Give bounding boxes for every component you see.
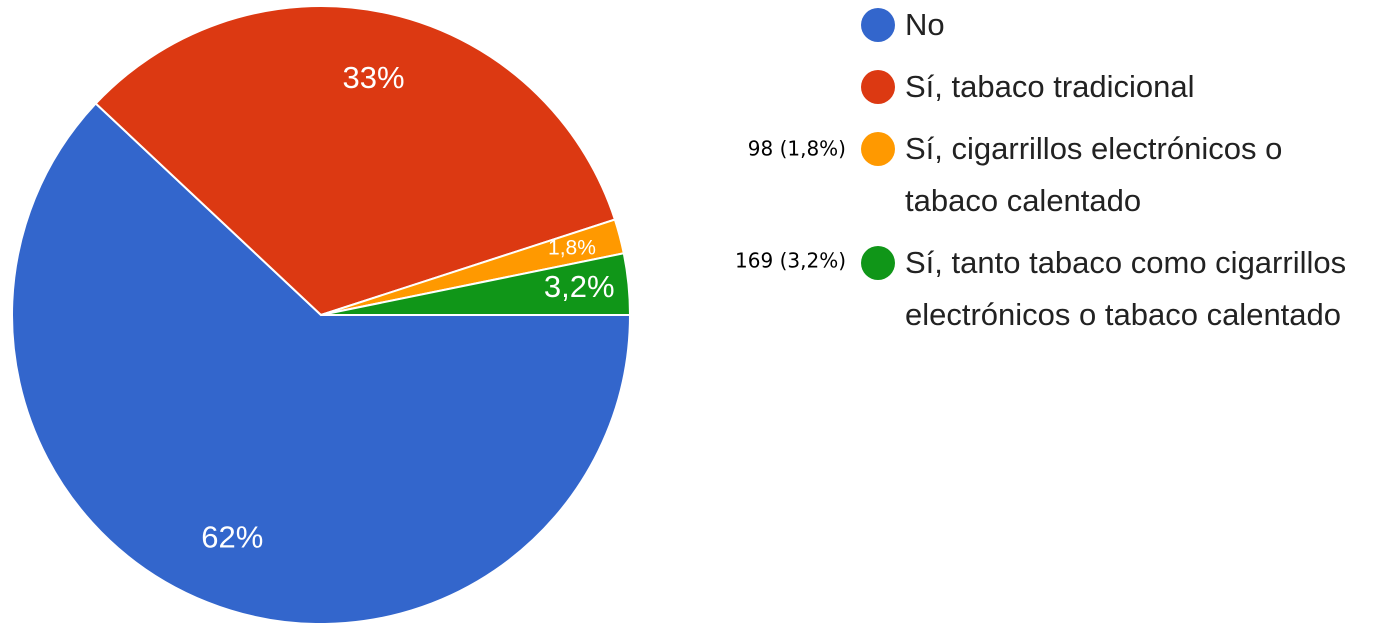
legend-entry: Sí, tanto tabaco como cigarrillos electr…	[860, 237, 1367, 341]
legend-swatch	[861, 70, 895, 104]
legend-label: No	[905, 7, 945, 42]
legend-entry: Sí, tabaco tradicional	[860, 61, 1367, 113]
slice-label: 3,2%	[544, 269, 615, 304]
pie-slice	[320, 252, 632, 316]
slice-label: 1,8%	[548, 236, 596, 259]
slice-label: 33%	[343, 60, 405, 95]
pie-slice	[94, 5, 617, 317]
legend-label: Sí, tanto tabaco como cigarrillos electr…	[905, 245, 1347, 332]
legend-swatch	[861, 132, 895, 166]
legend-label: Sí, tabaco tradicional	[905, 69, 1195, 104]
legend: No Sí, tabaco tradicional Sí, cigarrillos …	[860, 0, 1360, 351]
legend-entry: Sí, cigarrillos electrónicos o tabaco ca…	[860, 123, 1367, 227]
legend-label: Sí, cigarrillos electrónicos o tabaco ca…	[905, 131, 1283, 218]
pie: 62% 33% 1,8% 3,2%	[11, 5, 632, 623]
annotation: 98 (1,8%)	[748, 137, 846, 161]
legend-entry: No	[860, 0, 1367, 51]
annotation: 169 (3,2%)	[735, 249, 846, 273]
legend-swatch	[861, 8, 895, 42]
pie-slice	[11, 102, 632, 623]
legend-swatch	[861, 246, 895, 280]
slice-label: 62%	[201, 519, 263, 554]
